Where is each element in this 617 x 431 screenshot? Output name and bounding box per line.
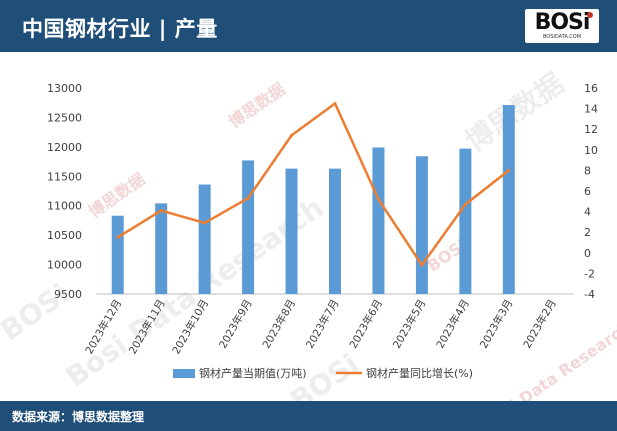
line-layer — [116, 101, 511, 267]
x-tick-label: 2023年4月 — [434, 297, 472, 351]
footer-bar: 数据来源：博思数据整理 — [0, 401, 617, 431]
line-point — [203, 221, 207, 225]
line-point — [420, 263, 424, 267]
line-point — [290, 133, 294, 137]
x-tick-label: 2023年7月 — [303, 297, 341, 351]
line-point — [507, 168, 511, 172]
line-point — [116, 235, 120, 239]
y-right-tick-label: 0 — [584, 247, 591, 260]
line-point — [246, 196, 250, 200]
x-tick-label: 2023年9月 — [216, 297, 254, 351]
line-series — [117, 102, 510, 267]
y-right-tick-label: 2 — [584, 226, 591, 239]
line-point — [376, 197, 380, 201]
y-right-tick-label: -2 — [584, 267, 595, 280]
x-tick-label: 2023年6月 — [347, 297, 385, 351]
y-left-tick-label: 12500 — [47, 111, 82, 124]
legend: 钢材产量当期值(万吨) 钢材产量同比增长(%) — [173, 366, 473, 380]
watermark: Bosi Data Research — [480, 318, 617, 401]
bar — [242, 160, 255, 294]
x-tick-label: 2023年8月 — [260, 297, 298, 351]
line-point — [463, 202, 467, 206]
x-tick-label: 2023年2月 — [520, 297, 558, 351]
y-right-tick-label: -4 — [584, 288, 595, 301]
y-right-tick-label: 14 — [584, 103, 598, 116]
bar — [155, 203, 168, 294]
y-left-tick-label: 13000 — [47, 82, 82, 95]
y-left-tick-label: 12000 — [47, 141, 82, 154]
watermark: 博思数据 — [85, 169, 148, 221]
y-left-tick-label: 10000 — [47, 259, 82, 272]
legend-bar-swatch — [173, 369, 195, 378]
bar — [198, 184, 211, 294]
x-tick-label: 2023年3月 — [477, 297, 515, 351]
bar — [372, 147, 385, 294]
logo-text: BOSi — [534, 10, 591, 35]
y-left-tick-label: 10500 — [47, 229, 82, 242]
y-right-tick-label: 4 — [584, 206, 591, 219]
y-right-tick-label: 16 — [584, 82, 598, 95]
bar — [502, 105, 515, 294]
header-bar: 中国钢材行业 | 产量 BOSi BOSIDATA.COM — [0, 0, 617, 52]
bar — [285, 168, 298, 294]
line-point — [159, 209, 163, 213]
y-right-tick-label: 8 — [584, 164, 591, 177]
y-left-tick-label: 11000 — [47, 200, 82, 213]
bar — [459, 148, 472, 294]
y-right-tick-label: 10 — [584, 144, 598, 157]
logo-dot — [587, 12, 593, 18]
y-left-tick-label: 11500 — [47, 170, 82, 183]
legend-line-label: 钢材产量同比增长(%) — [366, 366, 473, 380]
line-point — [333, 101, 337, 105]
legend-bar-label: 钢材产量当期值(万吨) — [199, 366, 307, 380]
bosi-logo: BOSi BOSIDATA.COM — [525, 9, 599, 43]
x-tick-label: 2023年5月 — [390, 297, 428, 351]
y-left-tick-label: 9500 — [54, 288, 82, 301]
y-right-tick-label: 6 — [584, 185, 591, 198]
watermark: 博思数据 — [225, 79, 288, 131]
bar — [415, 156, 428, 294]
y-right-tick-label: 12 — [584, 123, 598, 136]
page-title: 中国钢材行业 | 产量 — [22, 17, 218, 41]
data-source: 数据来源：博思数据整理 — [12, 410, 145, 424]
bar — [111, 215, 124, 294]
bar — [329, 168, 341, 294]
logo-subtext: BOSIDATA.COM — [542, 34, 582, 40]
